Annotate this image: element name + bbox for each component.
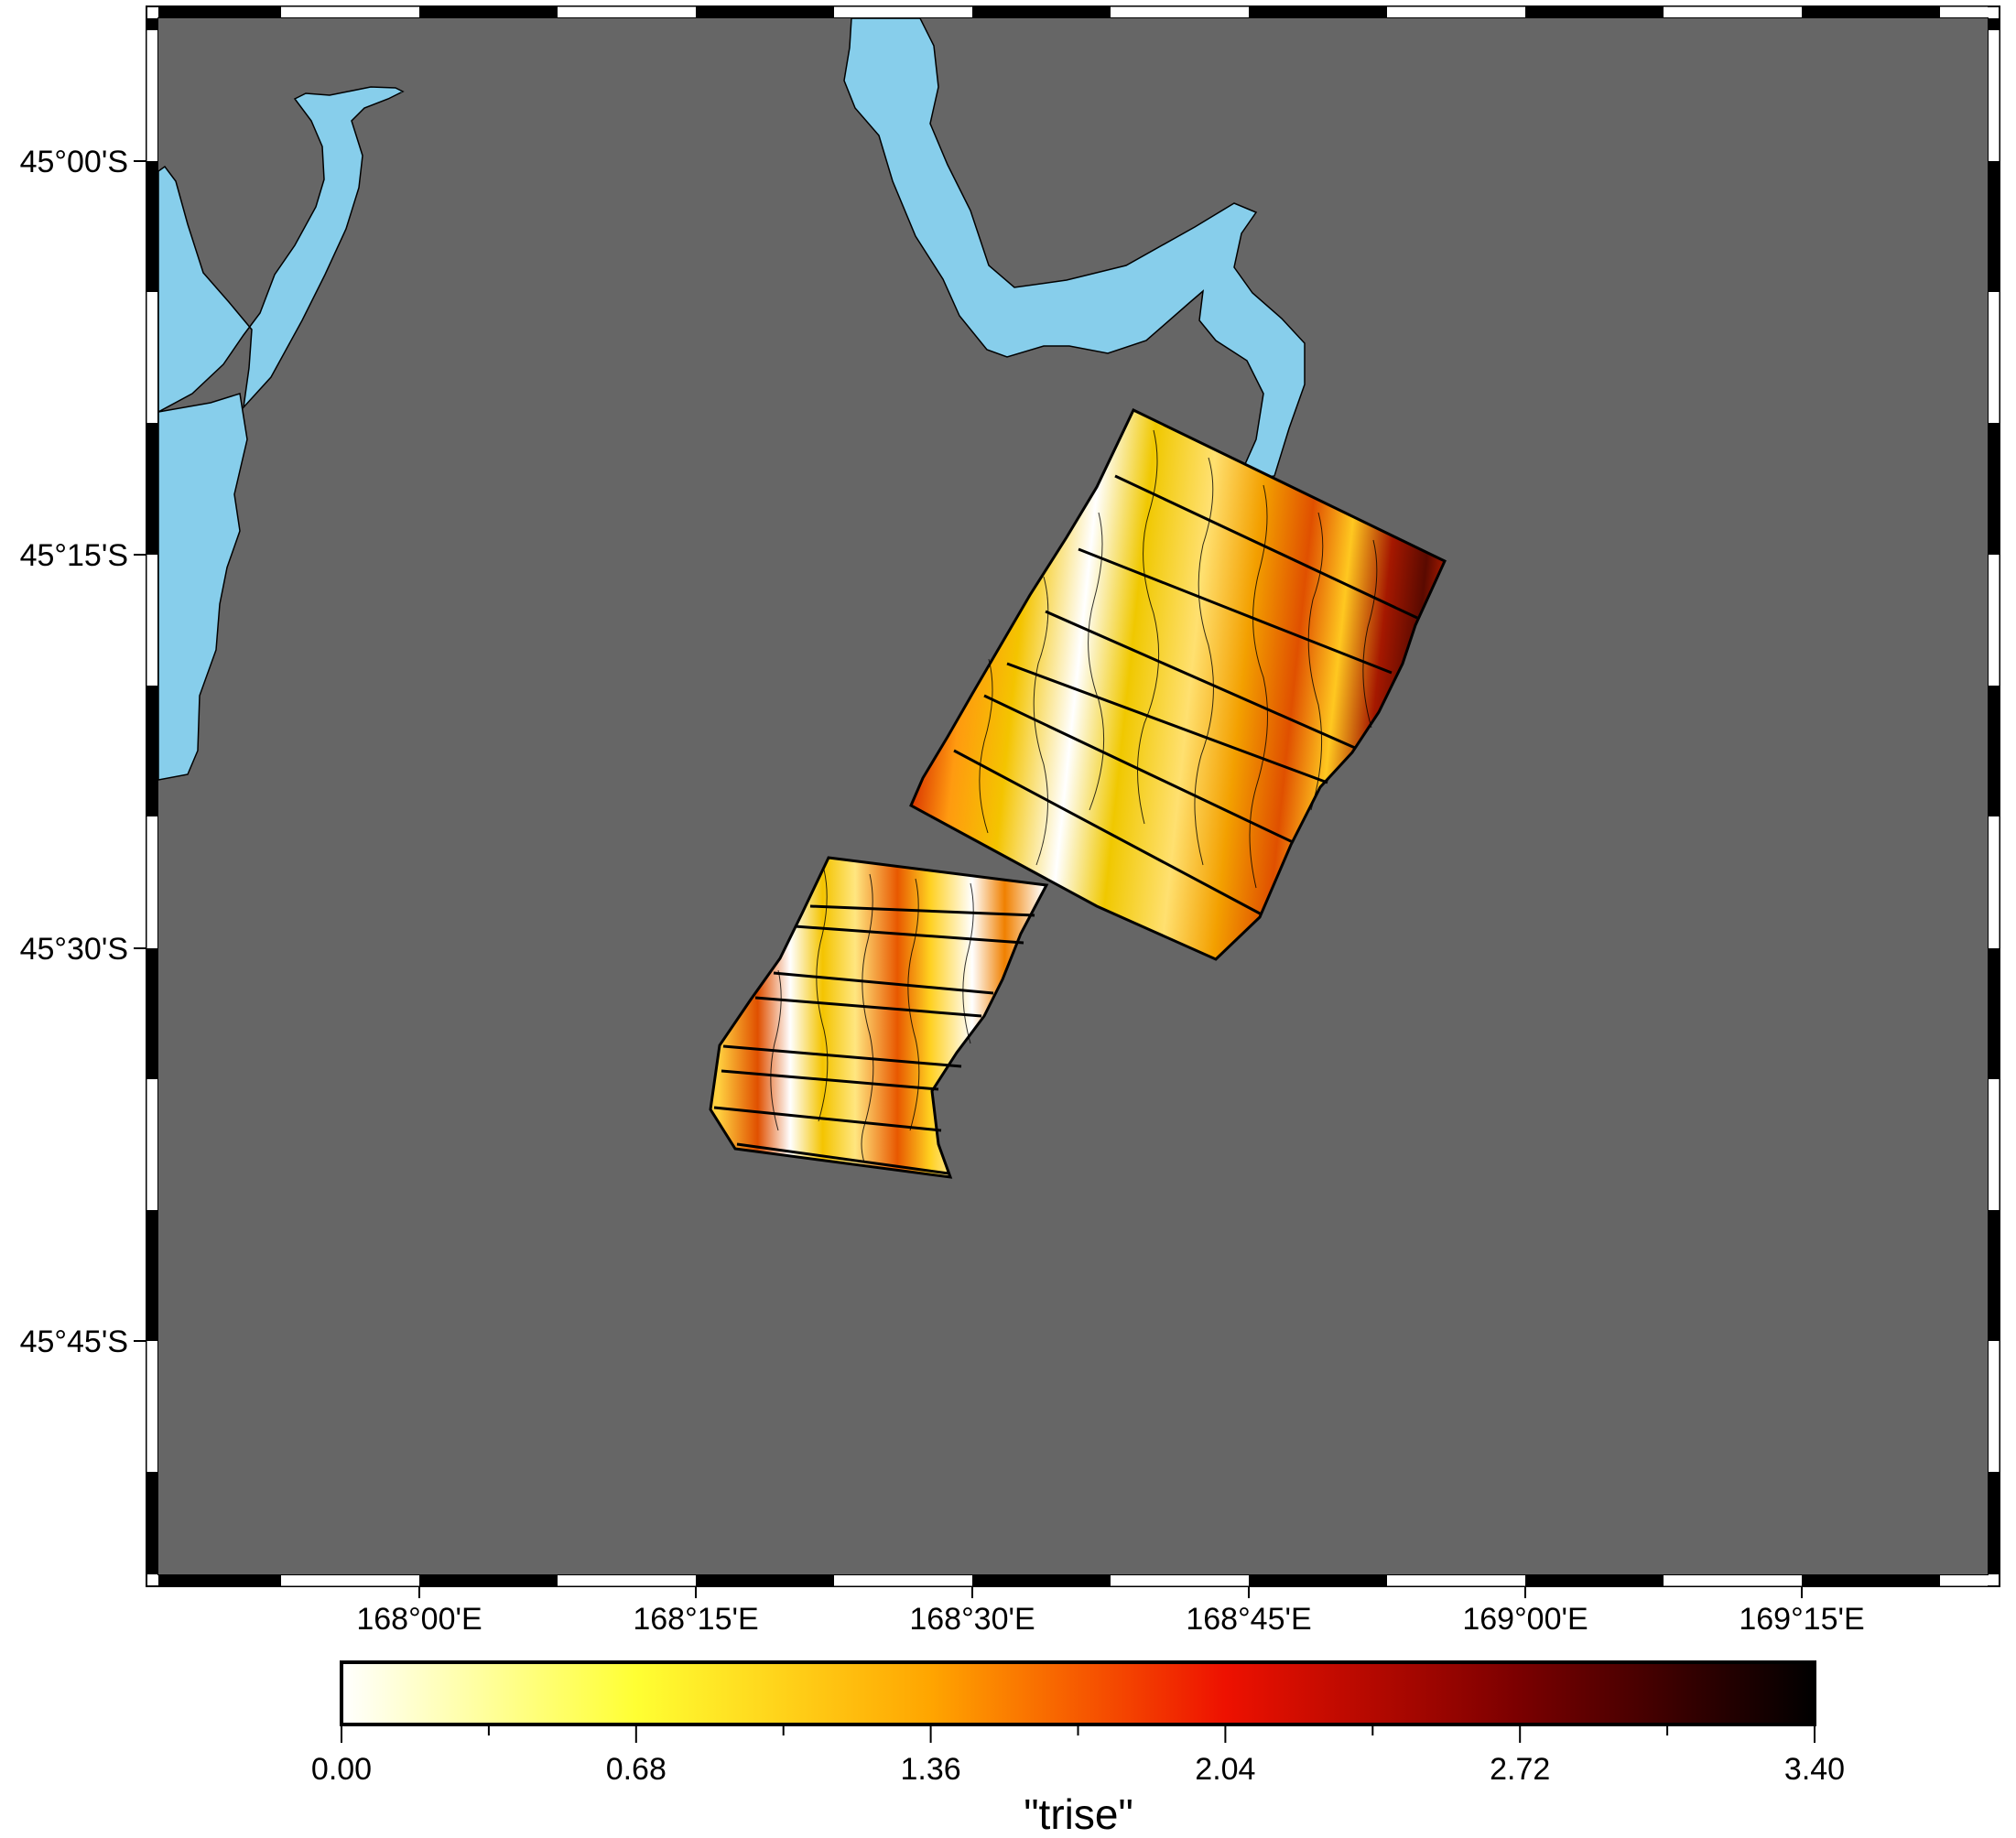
frame-segment [1988,686,2000,816]
frame-segment [1387,6,1525,18]
frame-segment [1664,6,1802,18]
frame-segment [1988,423,2000,555]
lon-label: 168°15'E [633,1602,758,1637]
frame-segment [419,6,558,18]
frame-segment [1249,1574,1387,1586]
colorbar-tick-label: 0.68 [606,1752,667,1787]
frame-segment [146,816,158,948]
lat-label: 45°45'S [20,1324,128,1359]
frame-segment [419,1574,558,1586]
frame-segment [146,30,158,161]
frame-segment [696,1574,834,1586]
colorbar-tick-label: 2.04 [1195,1752,1255,1787]
frame-ticks [146,6,2000,1586]
colorbar-tick-label: 1.36 [901,1752,961,1787]
frame-segment [146,292,158,423]
colorbar-gradient [340,1660,1816,1726]
frame-segment [1111,1574,1249,1586]
frame-segment [558,1574,696,1586]
frame-segment [1988,161,2000,292]
colorbar-tick-label: 0.00 [311,1752,372,1787]
frame-segment [1664,1574,1802,1586]
frame-segment [1988,1341,2000,1472]
frame-segment [1988,948,2000,1079]
lake-west [158,86,405,781]
frame-segment [1525,6,1664,18]
colorbar-tick-label: 2.72 [1490,1752,1550,1787]
lon-label: 169°15'E [1739,1602,1864,1637]
frame-segment [1387,1574,1525,1586]
frame-segment [834,6,972,18]
frame-segment [1988,1210,2000,1341]
frame-segment [1940,1574,1988,1586]
colorbar-title: "trise" [1024,1790,1133,1838]
frame-segment [146,161,158,292]
lon-label: 168°45'E [1186,1602,1311,1637]
frame-segment [558,6,696,18]
frame-segment [158,1574,281,1586]
frame-segment [146,555,158,686]
frame-segment [972,6,1111,18]
frame-segment [1988,30,2000,161]
lat-labels: 45°00'S 45°15'S 45°30'S 45°45'S [20,145,128,1359]
frame-segment [834,1574,972,1586]
frame-segment [146,1079,158,1210]
frame-segment [281,1574,419,1586]
frame-segment [1988,1472,2000,1574]
frame-segment [1249,6,1387,18]
frame-segment [1988,292,2000,423]
frame-segment [281,6,419,18]
colorbar: 0.00 0.68 1.36 2.04 2.72 3.40 "trise" [311,1660,1845,1838]
lon-label: 168°30'E [909,1602,1035,1637]
frame-segment [1111,6,1249,18]
colorbar-tick-label: 3.40 [1784,1752,1845,1787]
lat-label: 45°00'S [20,145,128,179]
lon-label: 168°00'E [356,1602,482,1637]
slip-patch-north [909,407,1447,961]
lat-label: 45°15'S [20,538,128,573]
frame-segment [696,6,834,18]
lon-label: 169°00'E [1462,1602,1588,1637]
slip-patch-south [709,856,1049,1179]
frame-segment [146,423,158,555]
frame-segment [972,1574,1111,1586]
frame-segment [1988,816,2000,948]
frame-segment [146,1341,158,1472]
frame-segment [146,18,158,30]
frame-segment [1525,1574,1664,1586]
frame-segment [1802,1574,1940,1586]
frame-segment [1988,1079,2000,1210]
frame-segment [1802,6,1940,18]
frame-segment [146,1472,158,1574]
frame-segment [1988,18,2000,30]
frame-segment [146,1210,158,1341]
frame-segment [146,948,158,1079]
frame-segment [146,686,158,816]
lat-label: 45°30'S [20,932,128,967]
lon-labels: 168°00'E 168°15'E 168°30'E 168°45'E 169°… [356,1602,1864,1637]
frame-segment [1988,555,2000,686]
frame-segment [158,6,281,18]
frame-segment [1940,6,1988,18]
